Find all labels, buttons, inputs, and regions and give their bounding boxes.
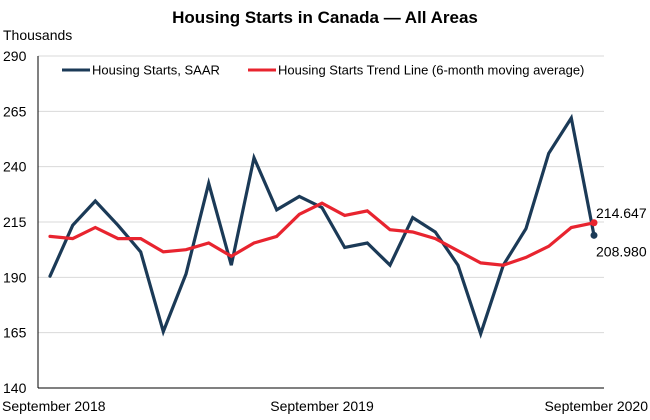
x-tick-labels: September 2018 September 2019 September 20… (2, 398, 648, 414)
x-tick-label: September 2018 (2, 398, 106, 414)
chart-title: Housing Starts in Canada — All Areas (172, 8, 478, 27)
series-line-housing-starts-saar (48, 113, 596, 339)
y-axis-unit-label: Thousands (3, 27, 72, 43)
gridlines (38, 55, 604, 334)
legend-label: Housing Starts Trend Line (6-month movin… (278, 63, 584, 78)
x-tick-label: September 2020 (544, 398, 648, 414)
y-tick-label: 215 (3, 214, 27, 230)
end-value-labels: 214.647 208.980 (596, 205, 647, 260)
x-tick-label: September 2019 (270, 398, 374, 414)
end-point-marker-trend (590, 219, 598, 227)
y-tick-label: 290 (3, 48, 27, 64)
series-lines (48, 113, 596, 339)
y-tick-labels: 140 165 190 215 240 265 290 (3, 48, 27, 396)
end-value-label: 214.647 (596, 205, 647, 221)
y-tick-label: 265 (3, 103, 27, 119)
legend: Housing Starts, SAAR Housing Starts Trend… (62, 63, 584, 78)
legend-label: Housing Starts, SAAR (92, 63, 220, 78)
y-tick-label: 140 (3, 380, 27, 396)
end-markers (590, 219, 598, 239)
y-tick-label: 240 (3, 159, 27, 175)
series-line-trend-6-month-average (48, 201, 596, 267)
end-point-marker-saar (590, 231, 598, 239)
y-tick-label: 165 (3, 325, 27, 341)
axes (37, 56, 604, 389)
end-value-label: 208.980 (596, 243, 647, 259)
y-tick-label: 190 (3, 269, 27, 285)
